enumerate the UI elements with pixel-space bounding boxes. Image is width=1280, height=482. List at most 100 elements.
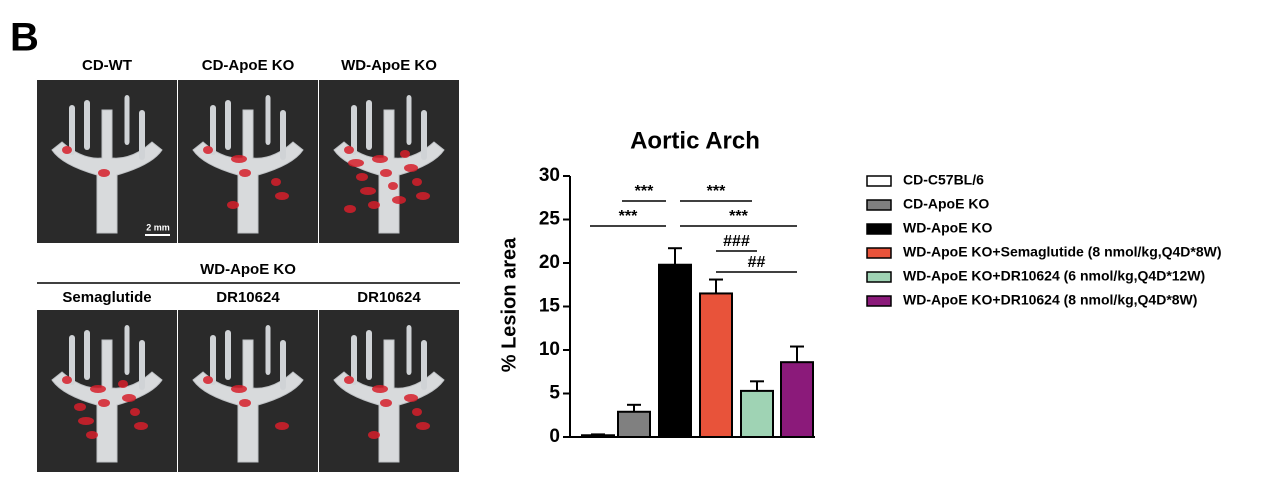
legend-label: WD-ApoE KO: [903, 220, 993, 236]
significance-label: ###: [723, 233, 750, 250]
photo-label: DR10624: [357, 289, 421, 306]
vessel-branch: [280, 340, 286, 390]
lesion: [404, 164, 418, 172]
legend-label: CD-C57BL/6: [903, 172, 984, 188]
vessel-branch: [406, 95, 412, 145]
vessel-branch: [265, 95, 271, 145]
lesion: [231, 385, 247, 393]
photo-label: DR10624: [216, 289, 280, 306]
legend-label: WD-ApoE KO+DR10624 (8 nmol/kg,Q4D*8W): [903, 292, 1197, 308]
lesion: [134, 422, 148, 430]
legend-swatch: [866, 199, 892, 211]
lesion: [275, 422, 289, 430]
vessel-branch: [124, 95, 130, 145]
photo-label: WD-ApoE KO: [341, 57, 437, 74]
lesion: [360, 187, 376, 195]
legend-label: CD-ApoE KO: [903, 196, 989, 212]
lesion: [372, 155, 388, 163]
lesion: [122, 394, 136, 402]
lesion: [344, 146, 354, 154]
legend-label: WD-ApoE KO+DR10624 (6 nmol/kg,Q4D*12W): [903, 268, 1205, 284]
lesion: [271, 178, 281, 186]
vessel-branch: [351, 105, 357, 155]
lesion: [74, 403, 86, 411]
lesion: [380, 169, 392, 177]
lesion: [86, 431, 98, 439]
y-tick-label: 10: [539, 339, 560, 360]
panel-letter: B: [10, 16, 39, 60]
lesion: [239, 399, 251, 407]
y-tick-label: 20: [539, 252, 560, 273]
significance-label: ***: [635, 183, 654, 200]
lesion: [62, 146, 72, 154]
vessel-branch: [265, 325, 271, 375]
lesion: [62, 376, 72, 384]
y-tick-label: 15: [539, 296, 561, 317]
legend-swatch: [866, 175, 892, 187]
vessel-branch: [69, 105, 75, 155]
legend-swatch: [866, 223, 892, 235]
lesion: [118, 380, 128, 388]
legend-label: WD-ApoE KO+Semaglutide (8 nmol/kg,Q4D*8W…: [903, 244, 1222, 260]
vessel-branch: [69, 335, 75, 385]
lesion: [368, 201, 380, 209]
vessel-branch: [421, 340, 427, 390]
significance-label: ***: [729, 208, 748, 225]
bar: [617, 410, 651, 438]
lesion: [130, 408, 140, 416]
lesion: [78, 417, 94, 425]
lesion: [356, 173, 368, 181]
vessel-branch: [225, 100, 231, 150]
significance-label: ##: [748, 254, 766, 271]
vessel-branch: [139, 340, 145, 390]
y-tick-label: 30: [539, 165, 560, 186]
lesion: [400, 150, 410, 158]
bar: [699, 292, 733, 439]
lesion: [90, 385, 106, 393]
vessel-branch: [210, 335, 216, 385]
significance-label: ***: [707, 183, 726, 200]
lesion: [412, 408, 422, 416]
photo-panel: 2 mm: [37, 80, 459, 472]
lesion: [416, 422, 430, 430]
lesion: [344, 205, 356, 213]
lesion: [203, 146, 213, 154]
bar: [658, 263, 692, 438]
vessel-branch: [225, 330, 231, 380]
vessel-branch: [84, 100, 90, 150]
lesion: [231, 155, 247, 163]
legend-swatch: [866, 295, 892, 307]
vessel-branch: [124, 325, 130, 375]
y-tick-label: 25: [539, 209, 561, 230]
photo-label: CD-ApoE KO: [202, 57, 295, 74]
lesion: [348, 159, 364, 167]
y-tick-label: 0: [549, 426, 560, 447]
scale-bar-label: 2 mm: [146, 222, 170, 232]
lesion: [388, 182, 398, 190]
lesion: [203, 376, 213, 384]
bar: [780, 361, 814, 438]
chart-title: Aortic Arch: [630, 127, 760, 154]
lesion: [404, 394, 418, 402]
group-label: WD-ApoE KO: [200, 261, 296, 278]
vessel-branch: [84, 330, 90, 380]
vessel-branch: [366, 330, 372, 380]
legend-swatch: [866, 247, 892, 259]
vessel-branch: [351, 335, 357, 385]
vessel-branch: [139, 110, 145, 160]
significance-label: ***: [619, 208, 638, 225]
photo-label: CD-WT: [82, 57, 132, 74]
lesion: [239, 169, 251, 177]
lesion: [98, 399, 110, 407]
bar: [581, 434, 615, 439]
lesion: [275, 192, 289, 200]
lesion: [227, 201, 239, 209]
lesion: [392, 196, 406, 204]
y-axis-label: % Lesion area: [498, 237, 520, 372]
bar: [740, 389, 774, 439]
lesion: [416, 192, 430, 200]
vessel-branch: [210, 105, 216, 155]
lesion: [368, 431, 380, 439]
lesion: [412, 178, 422, 186]
